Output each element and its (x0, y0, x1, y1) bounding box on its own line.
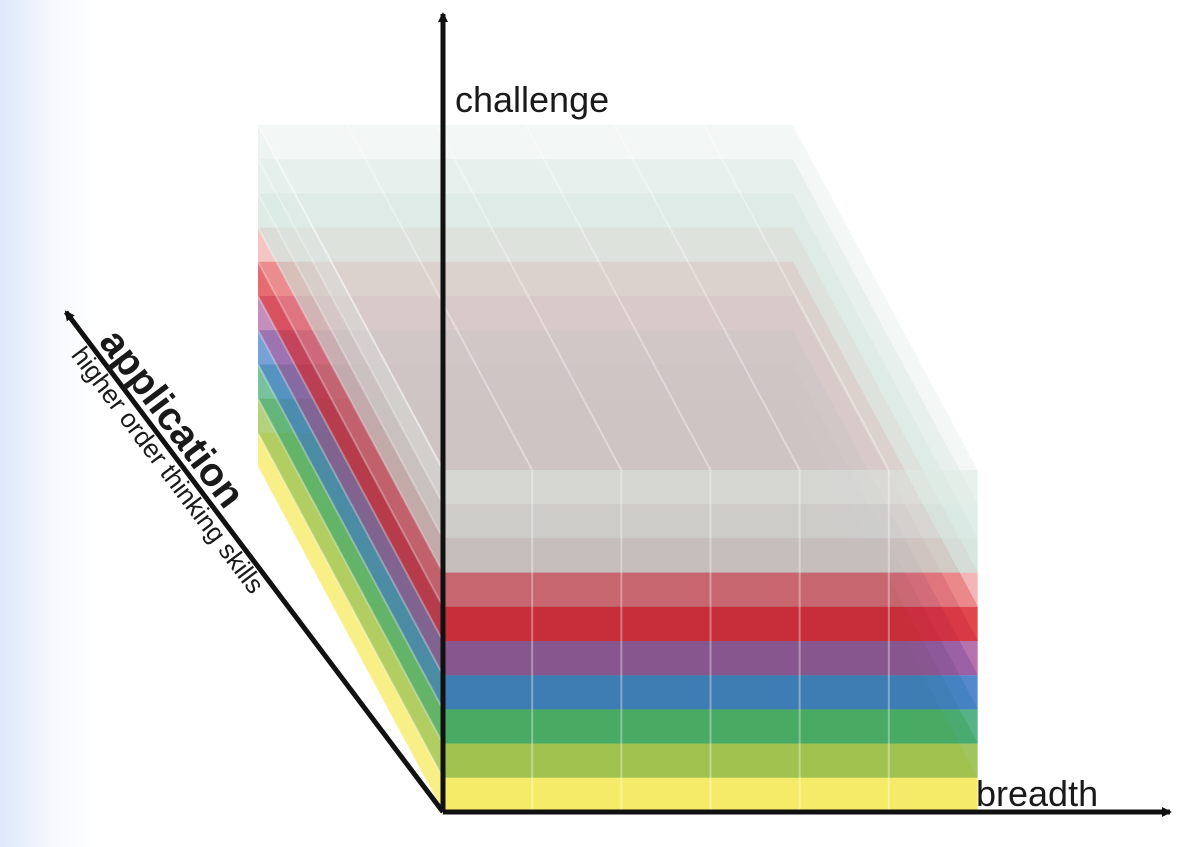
grid-line (346, 124, 534, 471)
grid-line (257, 466, 444, 813)
grid-line (257, 398, 444, 745)
layer-side-face (258, 125, 443, 505)
layer-front-face (443, 572, 978, 607)
grid-line (792, 124, 979, 471)
grid-line (257, 363, 444, 710)
grid-line (613, 124, 801, 471)
application-axis-arrow (64, 310, 445, 814)
grid-line (257, 158, 444, 505)
layer-front-face (443, 743, 978, 778)
layer-top-face (258, 193, 978, 539)
layer-side-face (258, 364, 443, 744)
layer-front-face (443, 675, 978, 710)
layer-side-face (258, 432, 443, 812)
layer-side-face (258, 398, 443, 778)
grid-line (702, 124, 890, 471)
grid-line (435, 124, 623, 471)
grid-line (257, 192, 444, 539)
challenge-axis-label: challenge (455, 79, 609, 120)
layer-front-face (443, 470, 978, 505)
grid-line (524, 124, 712, 471)
grid-line (257, 295, 444, 642)
layer-front-face (443, 606, 978, 641)
layer-side-face (258, 227, 443, 607)
axes (64, 12, 1172, 817)
layer-side-face (258, 330, 443, 710)
layer-side-face (258, 159, 443, 539)
layer-side-face (258, 296, 443, 676)
layer-front-face (443, 709, 978, 744)
layer-side-face (258, 261, 443, 641)
layers-group (258, 125, 978, 812)
breadth-axis-label: breadth (976, 773, 1098, 814)
grid-line (257, 261, 444, 608)
grid-line (257, 329, 444, 676)
grid-line (257, 227, 444, 574)
layer-front-face (443, 504, 978, 539)
layer-front-face (443, 538, 978, 573)
grid-line (257, 432, 444, 779)
layer-front-face (443, 641, 978, 676)
layer-top-face (258, 159, 978, 505)
layer-side-face (258, 193, 443, 573)
layer-top-face (258, 125, 978, 470)
layer-front-face (443, 777, 978, 812)
grid-line (257, 124, 444, 471)
grid-line (257, 124, 444, 471)
